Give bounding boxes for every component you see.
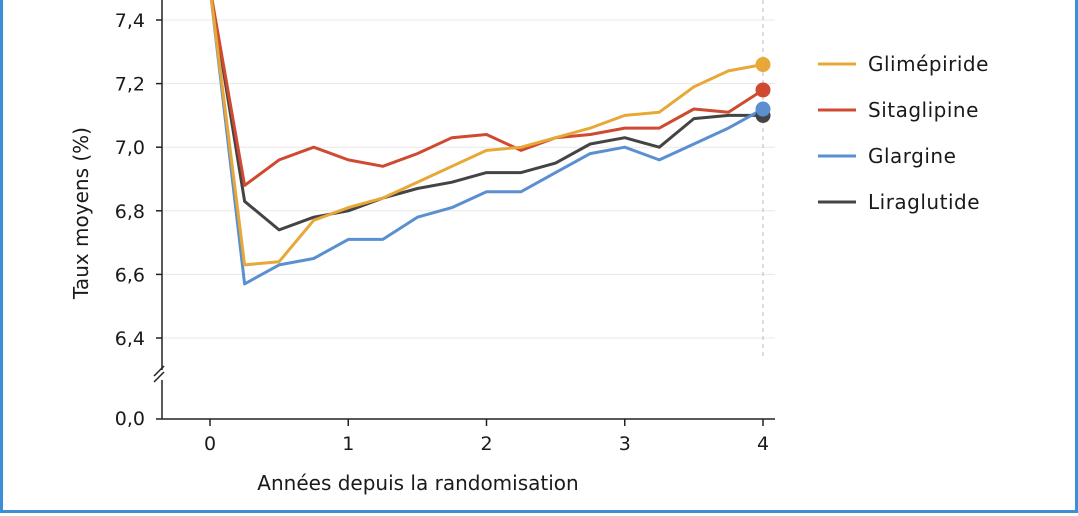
y-axis-title: Taux moyens (%) (69, 127, 93, 300)
y-tick-label: 6,4 (115, 328, 145, 350)
x-axis-title: Années depuis la randomisation (257, 471, 578, 495)
legend-label: Glargine (868, 144, 956, 168)
series-endpoint-glargine (755, 101, 771, 117)
y-tick-label: 7,2 (115, 74, 145, 96)
y-tick-label-zero: 0,0 (115, 408, 145, 430)
axes (153, 0, 775, 426)
legend-label: Liraglutide (868, 190, 980, 214)
x-tick-label: 1 (342, 433, 354, 455)
x-tick-label: 2 (480, 433, 492, 455)
legend-label: Sitaglipine (868, 98, 979, 122)
series-line-glimépiride (209, 0, 765, 267)
y-tick-label: 6,8 (115, 201, 145, 223)
series-line-liraglutide (210, 0, 765, 232)
axis-break-mark (153, 371, 165, 383)
series-endpoint-glimépiride (755, 57, 771, 73)
axis-break-mark (153, 365, 165, 377)
y-tick-label: 6,6 (115, 264, 145, 286)
x-tick-label: 0 (204, 433, 216, 455)
tick-labels: 6,4 6,6 6,8 7,0 7,2 7,4 0,0 0 1 2 3 4 (115, 10, 769, 455)
legend-label: Glimépiride (868, 52, 989, 76)
y-tick-label: 7,0 (115, 137, 145, 159)
series-line-sitaglipine (210, 0, 765, 187)
x-tick-label: 3 (619, 433, 631, 455)
series-layer (209, 0, 771, 286)
series-endpoint-sitaglipine (755, 82, 771, 98)
series-line-glargine (209, 0, 765, 286)
legend: Glimépiride Sitaglipine Glargine Liraglutid… (818, 52, 989, 214)
x-tick-label: 4 (757, 433, 769, 455)
y-tick-label: 7,4 (115, 10, 145, 32)
